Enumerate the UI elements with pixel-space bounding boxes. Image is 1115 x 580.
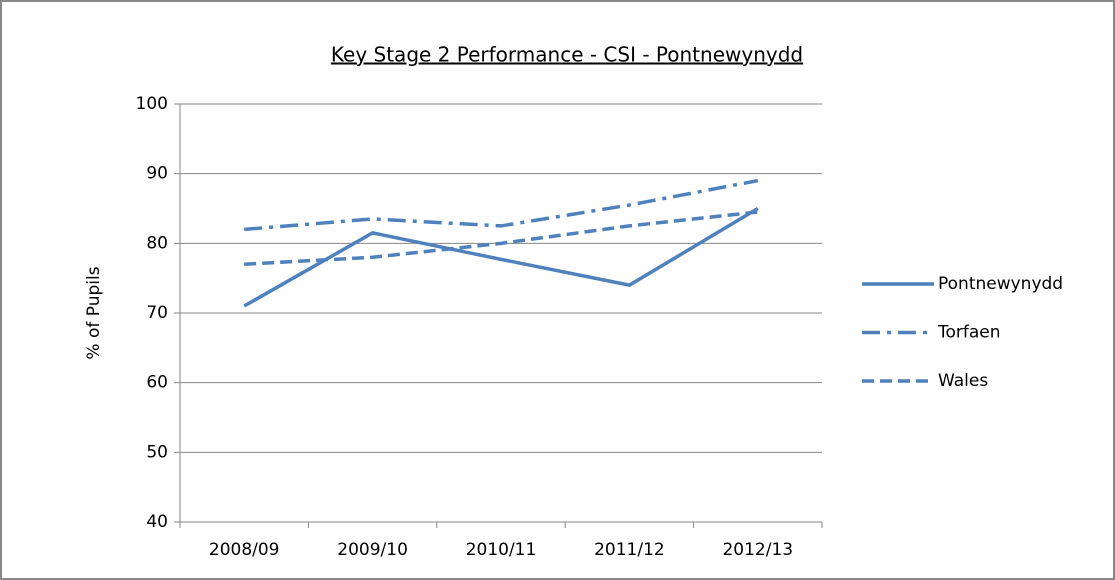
y-tick-label: 70 xyxy=(146,303,168,323)
series-line xyxy=(244,210,758,266)
series-line xyxy=(243,206,759,308)
x-tick-label: 2011/12 xyxy=(594,540,665,560)
y-tick-label: 50 xyxy=(146,442,168,462)
x-tick-label: 2012/13 xyxy=(722,540,793,560)
x-tick-label: 2009/10 xyxy=(337,540,408,560)
y-tick-label: 40 xyxy=(146,512,168,532)
legend-label: Pontnewynydd xyxy=(938,274,1063,294)
y-tick-label: 100 xyxy=(136,94,168,114)
x-tick-label: 2010/11 xyxy=(466,540,537,560)
chart-title: Key Stage 2 Performance - CSI - Pontnewy… xyxy=(331,43,803,67)
legend-label: Wales xyxy=(938,371,988,391)
y-axis-label: % of Pupils xyxy=(84,266,104,359)
series-line xyxy=(244,178,759,232)
x-tick-label: 2008/09 xyxy=(209,540,280,560)
y-tick-label: 80 xyxy=(146,233,168,253)
y-tick-label: 60 xyxy=(146,373,168,393)
y-tick-label: 90 xyxy=(146,164,168,184)
legend-label: Torfaen xyxy=(937,323,1001,343)
